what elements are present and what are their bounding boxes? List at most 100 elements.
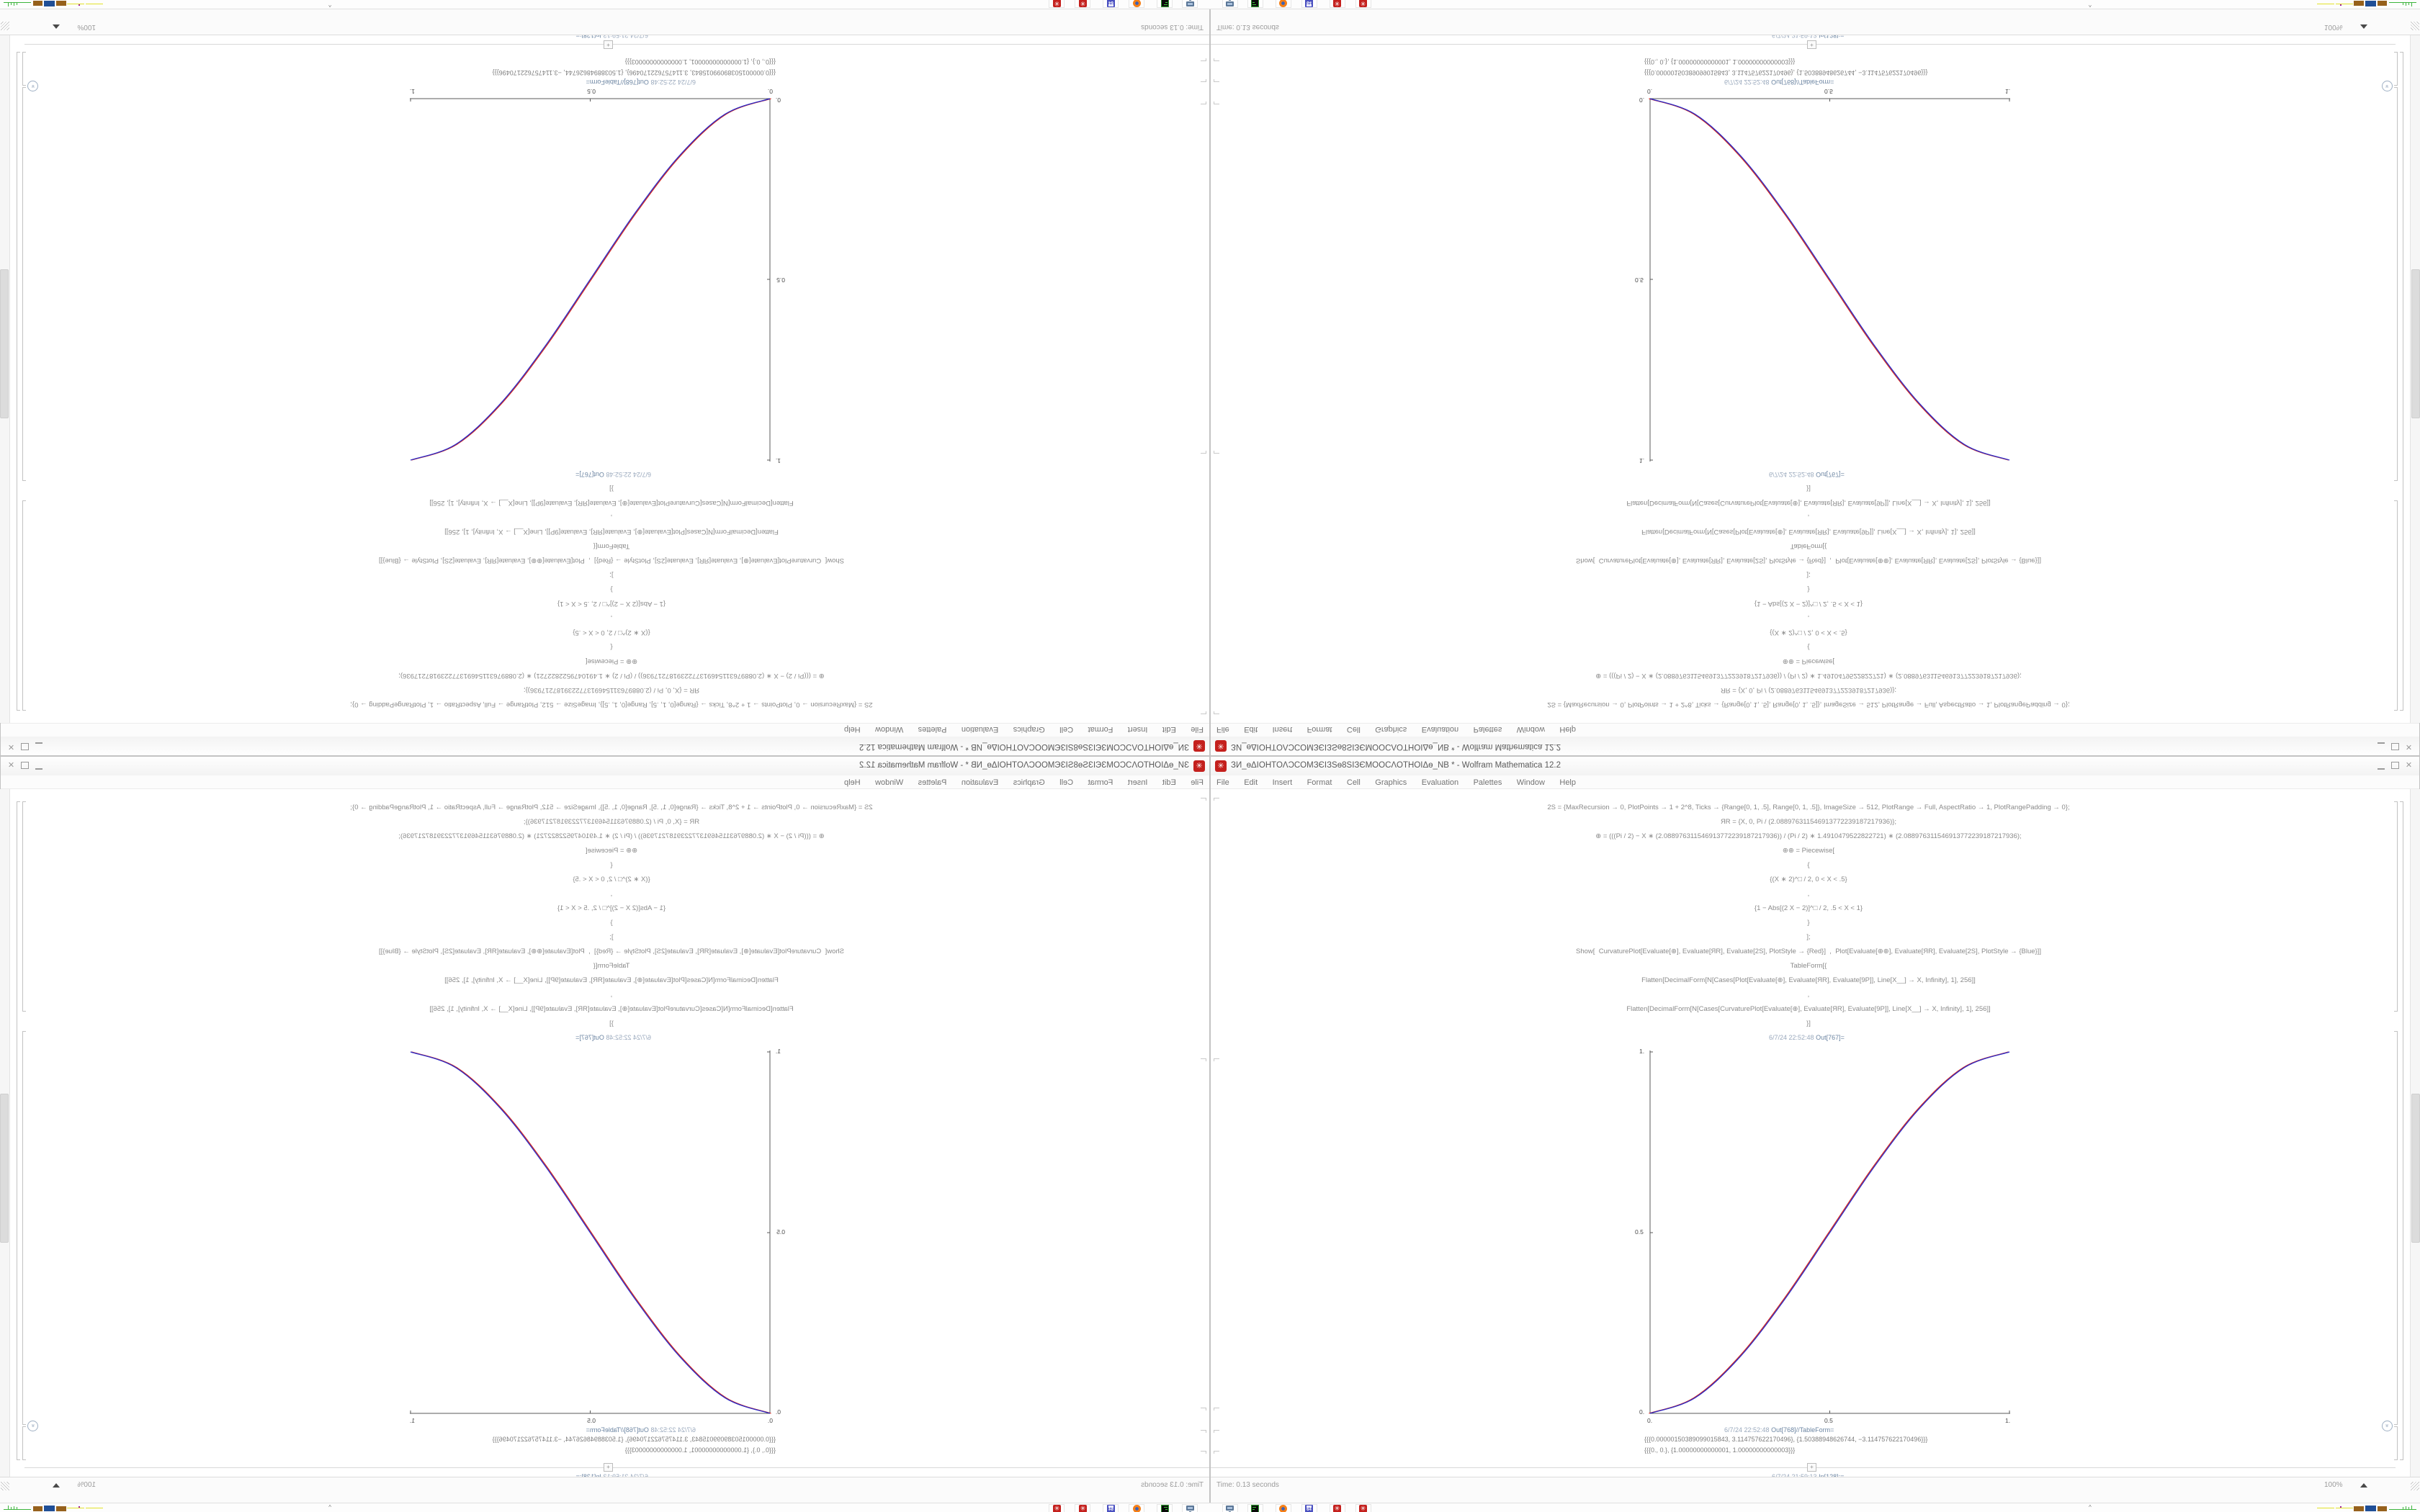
scrollbar-thumb[interactable] [2411, 1094, 2420, 1243]
cell-insert-divider[interactable] [1211, 44, 2396, 45]
mathematica-spikey-icon[interactable]: ✳ [1355, 0, 1371, 8]
cell-insert-divider[interactable] [24, 44, 1209, 45]
maximize-button[interactable] [2391, 743, 2399, 750]
tray-expand-icon[interactable]: ^ [328, 1504, 331, 1511]
system-tray-stats[interactable]: ^0.00 0.00 0.00 0.00 36 402 353 34 249 1… [2089, 0, 2321, 9]
maximize-button[interactable] [21, 762, 29, 769]
title-bar[interactable]: ✳ ЗИ_ѳΔIOHTOΛϽCOMЗЄIЗЅѳ8ЅIЗЄMOOCΛOTHOIΔѳ… [1, 736, 1209, 755]
scrollbar-thumb[interactable] [0, 1094, 9, 1243]
menu-cell[interactable]: Cell [1059, 725, 1074, 734]
input-cell[interactable]: 2S = {MaxRecursion → 0, PlotPoints → 1 +… [14, 804, 1209, 1034]
title-bar[interactable]: ✳ ЗИ_ѳΔIOHTOΛϽCOMЗЄIЗЅѳ8ЅIЗЄMOOCΛOTHOIΔѳ… [1, 757, 1209, 776]
minimize-button[interactable] [2378, 762, 2385, 770]
tray-expand-icon[interactable]: ^ [328, 1, 331, 8]
cell-bracket-plot[interactable] [2394, 1031, 2398, 1425]
maximize-button[interactable] [2391, 762, 2399, 769]
menu-window[interactable]: Window [875, 778, 904, 787]
cell-bracket-plot[interactable] [2394, 87, 2398, 481]
vertical-scrollbar[interactable] [2410, 789, 2420, 1477]
screenshot-monitor-icon[interactable] [1182, 1504, 1198, 1512]
firefox-icon[interactable] [1276, 1504, 1291, 1512]
zoom-menu-triangle-icon[interactable] [2360, 24, 2367, 29]
floppy-64-icon[interactable]: 64 [1301, 0, 1317, 8]
mathematica-spikey-icon[interactable]: ✳ [1330, 1504, 1345, 1512]
menu-palettes[interactable]: Palettes [918, 778, 947, 787]
menu-window[interactable]: Window [1516, 778, 1545, 787]
menu-evaluation[interactable]: Evaluation [1421, 725, 1459, 734]
menu-format[interactable]: Format [1088, 778, 1113, 787]
cell-group-collapse-icon[interactable]: » [2382, 81, 2393, 91]
firefox-icon[interactable] [1276, 0, 1291, 8]
cell-group-bracket[interactable] [17, 52, 20, 711]
vertical-scrollbar[interactable] [0, 789, 10, 1477]
menu-edit[interactable]: Edit [1244, 725, 1258, 734]
insert-cell-plus-icon[interactable]: + [1807, 40, 1816, 49]
menu-window[interactable]: Window [1516, 725, 1545, 734]
floppy-64-icon[interactable]: 64 [1103, 1504, 1119, 1512]
menu-format[interactable]: Format [1307, 725, 1332, 734]
menu-help[interactable]: Help [844, 725, 861, 734]
mathematica-spikey-icon[interactable]: ✳ [1049, 1504, 1065, 1512]
cell-group-collapse-icon[interactable]: » [27, 1421, 38, 1431]
cell-insert-divider[interactable] [24, 1467, 1209, 1468]
insert-cell-plus-icon[interactable]: + [604, 40, 613, 49]
menu-help[interactable]: Help [844, 778, 861, 787]
menu-palettes[interactable]: Palettes [1473, 725, 1502, 734]
cell-group-collapse-icon[interactable]: » [27, 81, 38, 91]
cell-bracket-plot[interactable] [22, 87, 26, 481]
cell-bracket-input[interactable] [22, 500, 26, 711]
menu-insert[interactable]: Insert [1272, 725, 1293, 734]
menu-graphics[interactable]: Graphics [1375, 778, 1407, 787]
zoom-level[interactable]: 100% [77, 1481, 96, 1489]
system-tray-stats[interactable]: ^0.00 0.00 0.00 0.00 36 402 353 34 249 1… [99, 1503, 331, 1512]
insert-cell-plus-icon[interactable]: + [1807, 1463, 1816, 1472]
mathematica-spikey-icon[interactable]: ✳ [1075, 0, 1090, 8]
tray-expand-icon[interactable]: ^ [2089, 1, 2092, 8]
menu-file[interactable]: File [1191, 778, 1204, 787]
input-cell[interactable]: 2S = {MaxRecursion → 0, PlotPoints → 1 +… [1211, 804, 2406, 1034]
terminal-icon[interactable] [1247, 1504, 1263, 1512]
system-tray-stats[interactable]: ^0.00 0.00 0.00 0.00 36 402 353 34 249 1… [2089, 1503, 2321, 1512]
resize-grip[interactable] [2411, 22, 2419, 30]
firefox-icon[interactable] [1129, 1504, 1144, 1512]
menu-file[interactable]: File [1216, 725, 1229, 734]
menu-format[interactable]: Format [1307, 778, 1332, 787]
screenshot-monitor-icon[interactable] [1222, 1504, 1238, 1512]
title-bar[interactable]: ✳ ЗИ_ѳΔIOHTOΛϽCOMЗЄIЗЅѳ8ЅIЗЄMOOCΛOTHOIΔѳ… [1211, 757, 2419, 776]
resize-grip[interactable] [2411, 1482, 2419, 1490]
floppy-64-icon[interactable]: 64 [1301, 1504, 1317, 1512]
menu-window[interactable]: Window [875, 725, 904, 734]
input-cell[interactable]: 2S = {MaxRecursion → 0, PlotPoints → 1 +… [14, 478, 1209, 708]
cell-bracket-table[interactable] [2394, 1426, 2398, 1460]
menu-format[interactable]: Format [1088, 725, 1113, 734]
menu-graphics[interactable]: Graphics [1013, 725, 1045, 734]
title-bar[interactable]: ✳ ЗИ_ѳΔIOHTOΛϽCOMЗЄIЗЅѳ8ЅIЗЄMOOCΛOTHOIΔѳ… [1211, 736, 2419, 755]
terminal-icon[interactable] [1157, 0, 1173, 8]
menu-palettes[interactable]: Palettes [1473, 778, 1502, 787]
maximize-button[interactable] [21, 743, 29, 750]
menu-insert[interactable]: Insert [1272, 778, 1293, 787]
cell-bracket-input[interactable] [22, 801, 26, 1012]
scrollbar-thumb[interactable] [2411, 269, 2420, 418]
close-button[interactable]: ✕ [7, 742, 15, 751]
scrollbar-thumb[interactable] [0, 269, 9, 418]
minimize-button[interactable] [2378, 742, 2385, 750]
mathematica-spikey-icon[interactable]: ✳ [1075, 1504, 1090, 1512]
menu-evaluation[interactable]: Evaluation [961, 725, 999, 734]
menu-edit[interactable]: Edit [1162, 778, 1176, 787]
firefox-icon[interactable] [1129, 0, 1144, 8]
zoom-level[interactable]: 100% [2324, 23, 2343, 31]
screenshot-monitor-icon[interactable] [1222, 0, 1238, 8]
menu-insert[interactable]: Insert [1127, 725, 1148, 734]
menu-cell[interactable]: Cell [1346, 725, 1361, 734]
menu-file[interactable]: File [1191, 725, 1204, 734]
resize-grip[interactable] [1, 1482, 9, 1490]
insert-cell-plus-icon[interactable]: + [604, 1463, 613, 1472]
menu-palettes[interactable]: Palettes [918, 725, 947, 734]
cell-bracket-input[interactable] [2394, 801, 2398, 1012]
input-cell[interactable]: 2S = {MaxRecursion → 0, PlotPoints → 1 +… [1211, 478, 2406, 708]
minimize-button[interactable] [35, 742, 42, 750]
menu-edit[interactable]: Edit [1244, 778, 1258, 787]
zoom-menu-triangle-icon[interactable] [53, 1483, 60, 1488]
minimize-button[interactable] [35, 762, 42, 770]
